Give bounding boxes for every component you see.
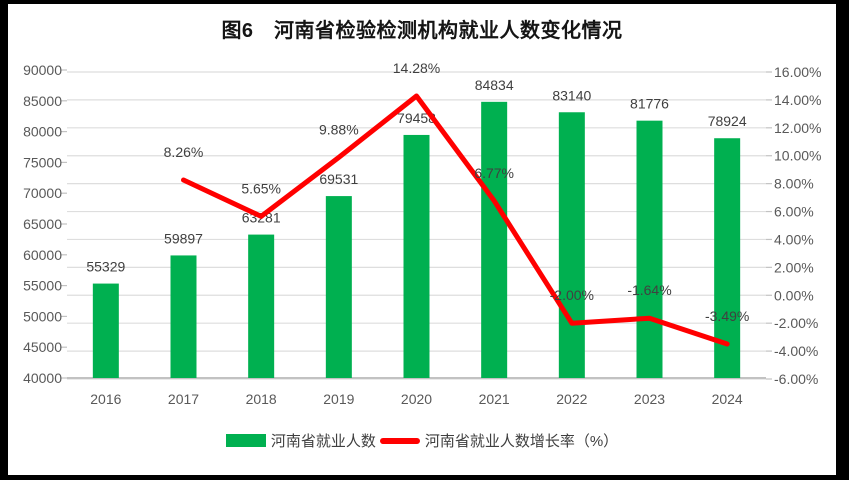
x-axis-label-2016: 2016: [90, 391, 121, 407]
right-axis-label: 14.00%: [774, 92, 821, 108]
left-axis-label: 85000: [23, 93, 62, 109]
line-label-2017: 8.26%: [164, 144, 204, 160]
x-axis-label-2024: 2024: [712, 391, 743, 407]
bar-2023: [636, 120, 663, 378]
right-axis-label: 0.00%: [774, 287, 814, 303]
left-axis-label: 90000: [23, 62, 62, 78]
legend: 河南省就业人数 河南省就业人数增长率（%）: [8, 430, 836, 451]
bar-2017: [170, 255, 197, 378]
line-label-2018: 5.65%: [241, 180, 281, 196]
right-axis-label: -6.00%: [774, 371, 818, 387]
bar-2020: [403, 134, 430, 378]
bar-label-2022: 83140: [552, 87, 591, 103]
bar-2019: [325, 196, 352, 378]
right-axis-label: 2.00%: [774, 259, 814, 275]
x-axis-label-2020: 2020: [401, 391, 432, 407]
legend-label-employment: 河南省就业人数: [270, 433, 376, 450]
legend-label-growth-rate: 河南省就业人数增长率（%）: [424, 433, 619, 450]
line-label-2020: 14.28%: [393, 60, 440, 76]
bar-label-2020: 79458: [397, 110, 436, 126]
line-label-2022: -2.00%: [550, 287, 594, 303]
left-axis-label: 60000: [23, 247, 62, 263]
left-axis-label: 55000: [23, 278, 62, 294]
right-axis-label: 4.00%: [774, 231, 814, 247]
bar-label-2019: 69531: [319, 171, 358, 187]
bar-label-2017: 59897: [164, 230, 203, 246]
right-axis-label: 12.00%: [774, 120, 821, 136]
growth-rate-line: [181, 93, 730, 347]
bar-2016: [92, 283, 119, 378]
x-axis-label-2019: 2019: [323, 391, 354, 407]
left-axis-label: 50000: [23, 308, 62, 324]
line-series-swatch-icon: [379, 437, 420, 444]
bar-label-2016: 55329: [86, 259, 125, 275]
legend-item-growth-rate: 河南省就业人数增长率（%）: [379, 430, 619, 451]
left-axis-label: 70000: [23, 185, 62, 201]
line-label-2023: -1.64%: [627, 282, 671, 298]
x-axis-label-2023: 2023: [634, 391, 665, 407]
bar-2018: [248, 234, 275, 378]
right-axis-label: -4.00%: [774, 343, 818, 359]
legend-item-employment: 河南省就业人数: [225, 430, 376, 451]
bar-label-2023: 81776: [630, 96, 669, 112]
bar-2022: [558, 112, 585, 378]
chart-title: 图6 河南省检验检测机构就业人数变化情况: [221, 20, 623, 42]
line-label-2024: -3.49%: [705, 308, 749, 324]
left-axis-label: 75000: [23, 154, 62, 170]
right-axis-label: -2.00%: [774, 315, 818, 331]
right-axis-label: 6.00%: [774, 204, 814, 220]
x-axis-label-2018: 2018: [246, 391, 277, 407]
right-axis-label: 8.00%: [774, 176, 814, 192]
left-axis-label: 80000: [23, 124, 62, 140]
x-axis-label-2022: 2022: [556, 391, 587, 407]
bar-2024: [714, 138, 741, 378]
line-label-2019: 9.88%: [319, 121, 359, 137]
left-axis-label: 65000: [23, 216, 62, 232]
line-label-2021: 6.77%: [474, 165, 514, 181]
right-axis-label: 16.00%: [774, 64, 821, 80]
x-axis-label-2017: 2017: [168, 391, 199, 407]
bar-2021: [481, 101, 508, 378]
x-axis-label-2021: 2021: [479, 391, 510, 407]
bar-label-2021: 84834: [475, 77, 514, 93]
bar-label-2024: 78924: [708, 113, 747, 129]
left-axis-label: 45000: [23, 339, 62, 355]
left-axis-label: 40000: [23, 370, 62, 386]
bar-series-swatch-icon: [225, 434, 266, 447]
right-axis-label: 10.00%: [774, 148, 821, 164]
